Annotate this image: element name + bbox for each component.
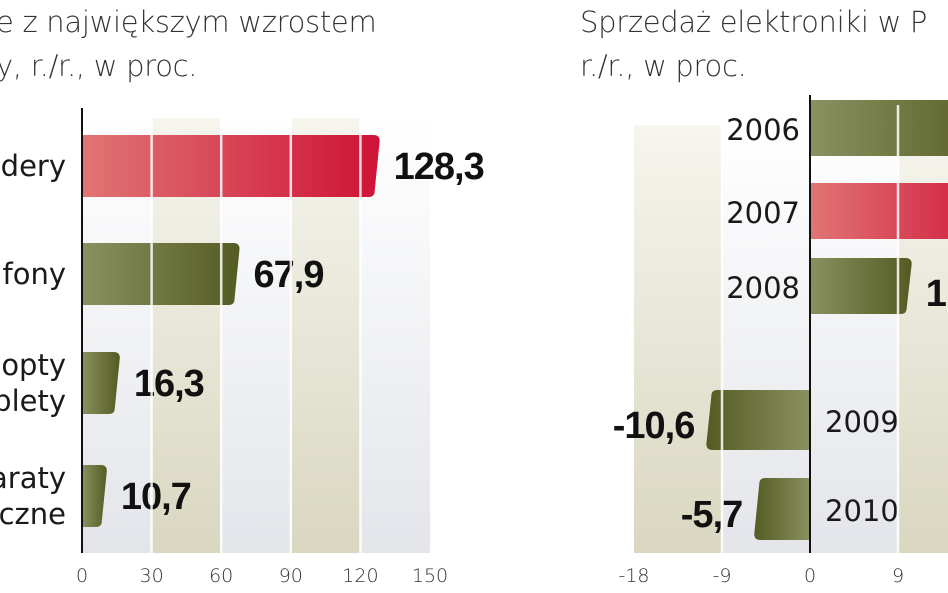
bar-3 [82,465,107,527]
bar-0 [82,135,380,197]
left-title-line-1: e z największym wzrostem [0,5,377,39]
grid-band [634,125,722,553]
category-label: 2009 [825,405,899,439]
category-label: 2007 [726,196,800,230]
category-label: 2008 [726,271,800,305]
right-title-line-1: Sprzedaż elektroniki w P [580,5,928,39]
value-label: 128,3 [394,146,484,188]
value-label: 16,3 [134,363,204,405]
tick-label: -9 [713,565,732,587]
category-label: opty [1,348,66,382]
tick-label: 60 [209,565,233,587]
bar-2008 [810,258,912,314]
bar-2006 [810,100,948,156]
bar-2007 [810,183,948,239]
bar-2 [82,352,120,414]
value-label: -5,7 [681,494,742,536]
bar-2009 [706,390,810,450]
category-label: 2010 [825,494,899,528]
category-label: dery [1,149,66,183]
category-label: fony [3,257,67,291]
value-label: -10,6 [613,405,695,447]
tick-label: 0 [804,565,816,587]
tick-label: -18 [618,565,649,587]
left-chart-title: e z największym wzrostem y, r./r., w pro… [0,0,377,88]
tick-label: 9 [892,565,904,587]
category-label: czne [0,497,66,531]
tick-label: 0 [76,565,88,587]
tick-label: 150 [412,565,448,587]
right-title-line-2: r./r., w proc. [580,49,747,83]
tick-label: 120 [342,565,378,587]
tick-label: 90 [279,565,303,587]
left-title-line-2: y, r./r., w proc. [0,49,198,83]
tick-label: 30 [140,565,164,587]
category-label: blety [0,384,66,418]
bar-2010 [754,478,810,540]
category-label: araty [0,461,66,495]
right-chart-title: Sprzedaż elektroniki w P r./r., w proc. [580,0,927,88]
value-label: 10,7 [121,476,191,518]
value-label: 1 [926,273,947,315]
value-label: 67,9 [254,254,324,296]
category-label: 2006 [726,113,800,147]
bar-1 [82,243,240,305]
